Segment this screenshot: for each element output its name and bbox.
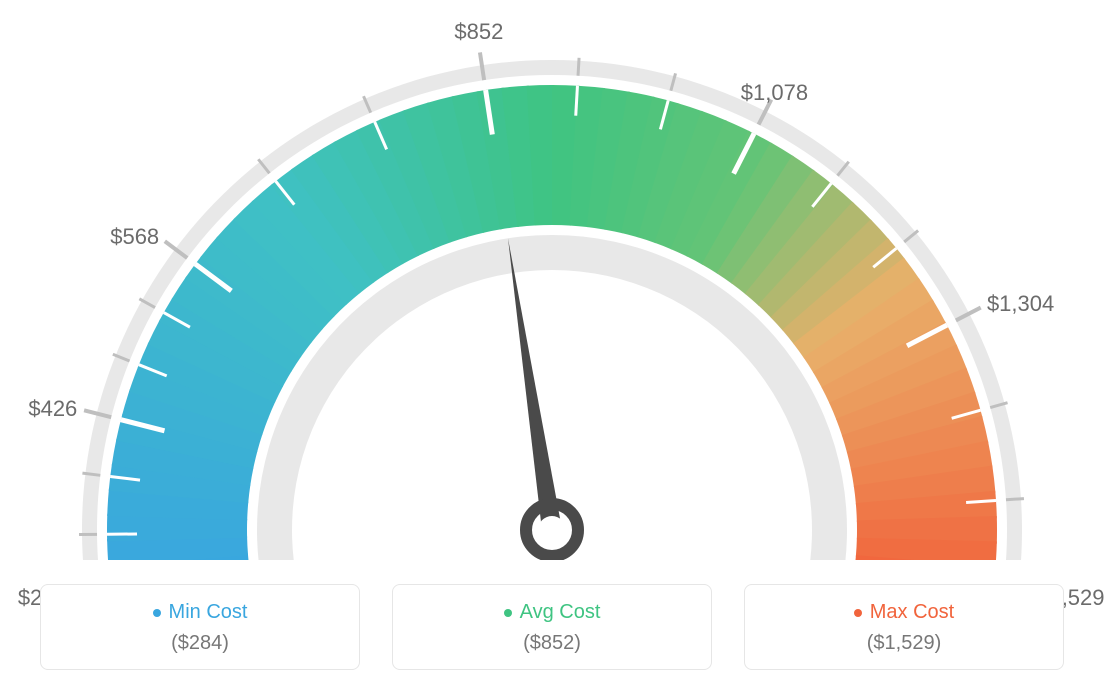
- scale-label: $1,078: [741, 80, 808, 106]
- legend-card-avg: Avg Cost ($852): [392, 584, 712, 670]
- legend-dot-avg: [504, 609, 512, 617]
- legend-value-avg: ($852): [403, 632, 701, 655]
- scale-label: $1,304: [987, 291, 1054, 317]
- legend-label-max: Max Cost: [870, 601, 954, 624]
- scale-label: $426: [28, 396, 77, 422]
- legend-card-max: Max Cost ($1,529): [744, 584, 1064, 670]
- gauge-svg: [0, 0, 1104, 560]
- gauge-area: $284$426$568$852$1,078$1,304$1,529: [0, 0, 1104, 560]
- scale-label: $568: [110, 224, 159, 250]
- legend-dot-min: [153, 609, 161, 617]
- legend-row: Min Cost ($284) Avg Cost ($852) Max Cost…: [0, 584, 1104, 670]
- legend-value-max: ($1,529): [755, 632, 1053, 655]
- legend-dot-max: [854, 609, 862, 617]
- cost-gauge-chart: $284$426$568$852$1,078$1,304$1,529 Min C…: [0, 0, 1104, 690]
- legend-label-min: Min Cost: [169, 601, 248, 624]
- scale-label: $852: [454, 19, 503, 45]
- legend-value-min: ($284): [51, 632, 349, 655]
- legend-label-avg: Avg Cost: [520, 601, 601, 624]
- legend-card-min: Min Cost ($284): [40, 584, 360, 670]
